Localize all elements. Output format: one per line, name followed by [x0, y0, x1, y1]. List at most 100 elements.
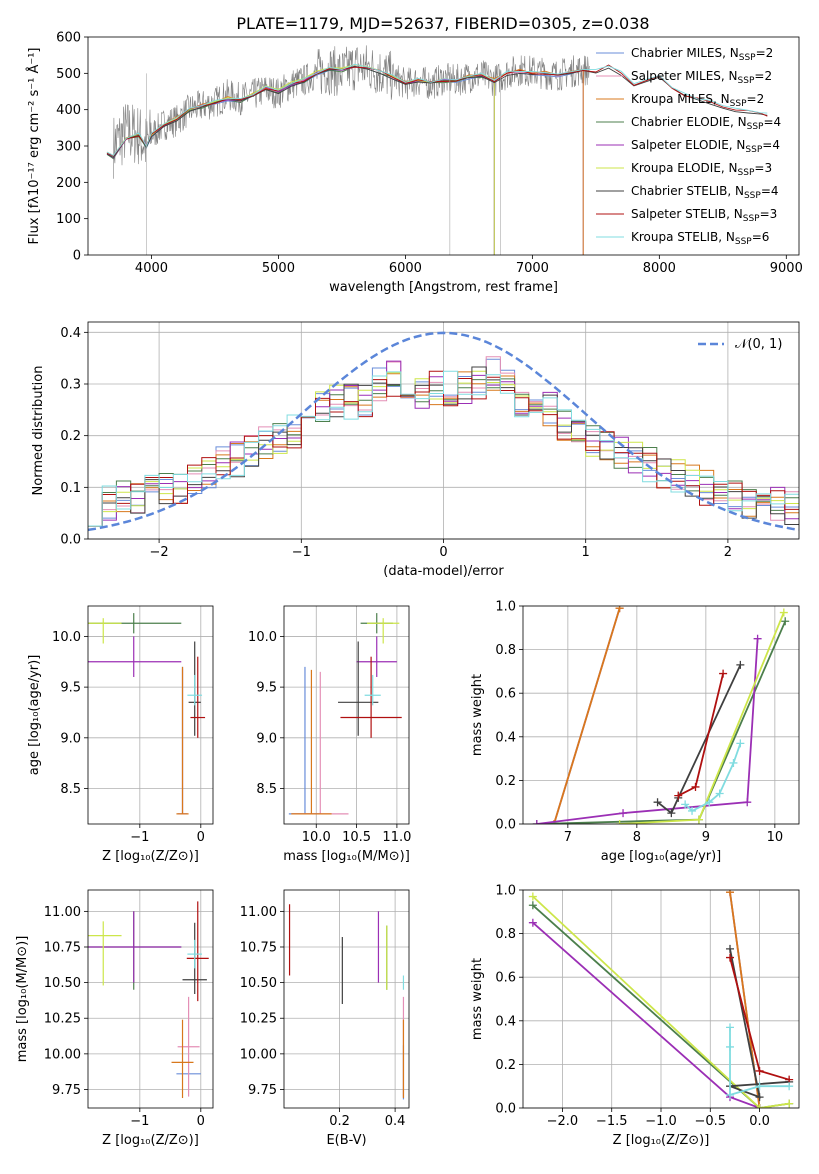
legend-label: Kroupa STELIB, NSSP=6: [631, 230, 769, 247]
y-tick-label: 0.6: [495, 687, 516, 702]
y-tick-label: 9.0: [256, 731, 277, 746]
weight-line: [657, 664, 742, 815]
y-tick-label: 9.75: [248, 1083, 277, 1098]
y-tick-label: 9.75: [52, 1083, 81, 1098]
plot-area: [88, 331, 799, 532]
weight-marker: [528, 892, 537, 901]
y-tick-label: 0.6: [495, 971, 516, 986]
chart-mass-vs-EBV: 0.2 0.4 9.75 10.00 10.25 10.50 10.75 11.00 E(B-V…: [240, 889, 410, 1148]
weight-marker: [667, 809, 676, 818]
plot-area: [528, 890, 794, 1108]
weight-marker: [755, 1093, 764, 1102]
x-tick-label: 0.2: [329, 1114, 350, 1129]
legend-label: Salpeter ELODIE, NSSP=4: [631, 138, 780, 155]
x-axis-label: Z [log₁₀(Z/Z⊙)]: [613, 1133, 710, 1148]
weight-marker: [688, 806, 697, 815]
weight-marker: [528, 901, 537, 910]
legend-label: Chabrier ELODIE, NSSP=4: [631, 115, 781, 132]
axes-frame: [522, 605, 800, 825]
plot-area: [288, 613, 402, 815]
y-tick-label: 200: [56, 176, 81, 191]
y-tick-label: 10.25: [44, 1012, 81, 1027]
chart-mass-weight-vs-Z: −2.0 −1.5 −1.0 −0.5 0.0 0.0 0.2 0.4 0.6 0.8 1.0 Z […: [470, 884, 800, 1148]
weight-marker: [653, 798, 662, 807]
weight-line: [684, 743, 742, 812]
x-tick-label: 4000: [135, 261, 168, 276]
plot-area: [88, 613, 206, 815]
axes-frame: [522, 889, 800, 1109]
y-tick-label: 10.0: [248, 630, 277, 645]
x-tick-label: −1: [130, 1114, 149, 1129]
chart-age-vs-Z: −1 0 8.5 9.0 9.5 10.0 Z [log₁₀(Z/Z⊙)] age [log₁…: [27, 605, 214, 864]
legend-label: Chabrier MILES, NSSP=2: [631, 46, 773, 63]
x-tick-label: 5000: [262, 261, 295, 276]
weight-marker: [691, 782, 700, 791]
chart-spectrum: 4000 5000 6000 7000 8000 9000 0 100 200 300 400 500…: [26, 31, 803, 296]
y-tick-label: 0.3: [60, 378, 81, 393]
model-line: [106, 64, 584, 255]
y-tick-label: 10.50: [44, 976, 81, 991]
axes-frame: [87, 605, 214, 825]
y-tick-label: 10.0: [52, 630, 81, 645]
x-axis-label: age [log₁₀(age/yr)]: [601, 849, 722, 864]
y-tick-label: 500: [56, 67, 81, 82]
y-tick-label: 0.4: [60, 326, 81, 341]
weight-marker: [726, 953, 734, 962]
y-tick-label: 8.5: [60, 782, 81, 797]
axes-frame: [283, 605, 410, 825]
x-axis-label: (data-model)/error: [383, 564, 504, 579]
legend-label: 𝒩(0, 1): [735, 337, 782, 352]
plot-area: [106, 45, 768, 255]
histogram-line: [88, 370, 799, 527]
y-tick-label: 10.75: [240, 940, 277, 955]
x-tick-label: 9000: [770, 261, 803, 276]
weight-marker: [532, 820, 541, 824]
x-tick-label: 10.5: [342, 830, 371, 845]
y-axis-label: mass weight: [470, 674, 485, 756]
axes-frame: [87, 321, 800, 540]
chart-mass-weight-vs-age: 7 8 9 10 0.0 0.2 0.4 0.6 0.8 1.0 age [log₁₀(age/yr…: [470, 600, 800, 864]
y-tick-label: 11.00: [44, 905, 81, 920]
x-tick-label: 0.4: [385, 1114, 406, 1129]
x-axis-label: wavelength [Angstrom, rest frame]: [329, 280, 558, 295]
x-axis-label: Z [log₁₀(Z/Z⊙)]: [102, 1133, 199, 1148]
weight-marker: [736, 660, 745, 669]
x-tick-label: −1: [130, 830, 149, 845]
weight-marker: [785, 1099, 794, 1108]
y-tick-label: 0.8: [495, 927, 516, 942]
y-axis-label: Flux [fλ10⁻¹⁷ erg cm⁻² s⁻¹ Å⁻¹]: [26, 48, 42, 245]
weight-marker: [736, 739, 745, 748]
y-tick-label: 0.8: [495, 643, 516, 658]
x-tick-label: −1.0: [645, 1114, 677, 1129]
legend-label: Kroupa ELODIE, NSSP=3: [631, 161, 772, 178]
weight-marker: [779, 608, 788, 617]
x-tick-label: 11.0: [382, 830, 411, 845]
weight-line: [536, 638, 759, 824]
weight-marker: [615, 606, 624, 613]
x-tick-label: 0: [197, 1114, 205, 1129]
y-tick-label: 0.0: [60, 533, 81, 548]
weight-marker: [729, 758, 738, 767]
y-tick-label: 600: [56, 31, 81, 46]
y-tick-label: 100: [56, 212, 81, 227]
y-tick-label: 10.00: [44, 1047, 81, 1062]
x-tick-label: −1: [292, 545, 311, 560]
weight-marker: [726, 890, 734, 897]
x-tick-label: 0: [197, 830, 205, 845]
model-line: [106, 66, 584, 255]
x-tick-label: −1.5: [596, 1114, 628, 1129]
chart-residual-histogram: −2 −1 0 1 2 0.0 0.1 0.2 0.3 0.4 (data-model)/error…: [31, 321, 800, 579]
y-axis-label: mass weight: [470, 958, 485, 1040]
weight-marker: [619, 809, 628, 818]
y-tick-label: 0.4: [495, 730, 516, 745]
weight-marker: [743, 798, 752, 807]
y-tick-label: 10.75: [44, 940, 81, 955]
legend: Chabrier MILES, NSSP=2 Salpeter MILES, NS…: [596, 46, 781, 247]
weight-marker: [726, 1090, 734, 1099]
histogram-line: [88, 370, 799, 527]
x-tick-label: 8000: [643, 261, 676, 276]
y-tick-label: 0.0: [495, 1102, 516, 1117]
legend-label: Chabrier STELIB, NSSP=4: [631, 184, 779, 201]
x-tick-label: 10: [767, 830, 784, 845]
